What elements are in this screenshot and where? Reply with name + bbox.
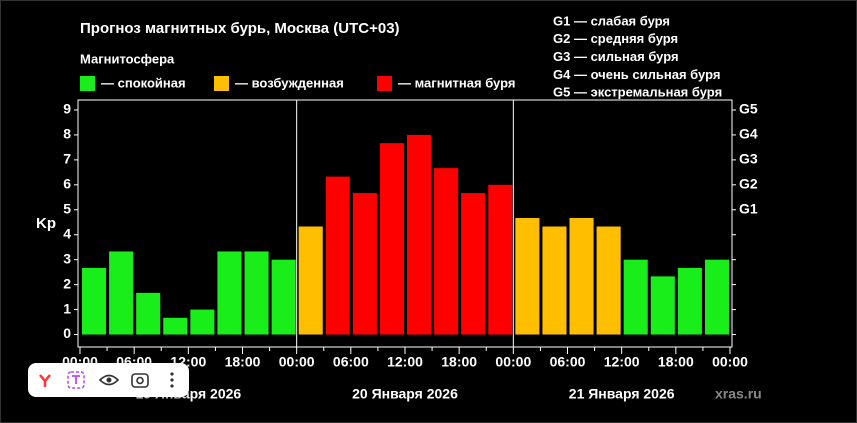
legend-swatch xyxy=(377,76,392,91)
bar xyxy=(596,226,621,335)
x-tick-label: 12:00 xyxy=(604,354,640,370)
legend-swatch xyxy=(80,76,95,91)
y-tick-label: 0 xyxy=(63,325,71,341)
y-tick-label: 9 xyxy=(63,101,71,117)
scale-legend-item: G4 — очень сильная буря xyxy=(553,67,720,82)
y-tick-label: 5 xyxy=(63,200,71,216)
y-tick-label: 7 xyxy=(63,151,71,167)
y2-tick-label: G5 xyxy=(739,101,758,117)
legend-swatch xyxy=(214,76,229,91)
bar xyxy=(650,276,675,335)
y-tick-label: 1 xyxy=(63,300,71,316)
bar xyxy=(677,267,702,335)
lens xyxy=(136,376,144,385)
y2-tick-label: G4 xyxy=(739,126,758,142)
bar xyxy=(407,134,432,335)
legend-label: — магнитная буря xyxy=(398,75,515,90)
eye-pupil xyxy=(106,377,112,383)
chart-title: Прогноз магнитных бурь, Москва (UTC+03) xyxy=(80,20,400,37)
bar xyxy=(461,193,486,335)
bar xyxy=(352,193,377,335)
y2-tick-label: G1 xyxy=(739,200,758,216)
y-tick-label: 8 xyxy=(63,126,71,142)
bar xyxy=(244,251,269,335)
menu-dot[interactable] xyxy=(170,384,174,388)
bar xyxy=(82,267,107,335)
x-tick-label: 06:00 xyxy=(550,354,586,370)
y-tick-label: 3 xyxy=(63,250,71,266)
y-axis-label: Kp xyxy=(36,215,56,232)
day-label: 20 Января 2026 xyxy=(352,386,458,402)
bar xyxy=(109,251,134,335)
x-tick-label: 00:00 xyxy=(495,354,531,370)
y2-tick-label: G3 xyxy=(739,151,758,167)
bar xyxy=(217,251,242,335)
x-tick-label: 18:00 xyxy=(225,354,261,370)
x-tick-label: 00:00 xyxy=(279,354,315,370)
y-tick-label: 6 xyxy=(63,176,71,192)
y-tick-label: 2 xyxy=(63,275,71,291)
x-tick-label: 00:00 xyxy=(712,354,748,370)
bar xyxy=(569,218,594,335)
toolbar-icons xyxy=(39,371,174,389)
bar xyxy=(136,292,161,335)
bar xyxy=(325,176,350,335)
x-tick-label: 18:00 xyxy=(441,354,477,370)
scale-legend-item: G1 — слабая буря xyxy=(553,13,670,28)
legend-label: — спокойная xyxy=(101,75,186,90)
legend-title: Магнитосфера xyxy=(80,51,175,66)
y-tick-label: 4 xyxy=(63,225,71,241)
translate-icon[interactable] xyxy=(67,371,85,389)
watermark: xras.ru xyxy=(715,386,762,402)
scale-legend-item: G3 — сильная буря xyxy=(553,49,679,64)
yandex-icon[interactable] xyxy=(39,374,51,387)
bar xyxy=(542,226,567,335)
y2-tick-label: G2 xyxy=(739,176,758,192)
bar xyxy=(379,143,404,335)
screenshot-icon[interactable] xyxy=(131,373,149,388)
legend-label: — возбужденная xyxy=(235,75,344,90)
toolbar xyxy=(28,363,189,397)
bar xyxy=(271,259,296,335)
x-tick-label: 18:00 xyxy=(658,354,694,370)
day-label: 21 Января 2026 xyxy=(569,386,675,402)
bar xyxy=(163,317,188,335)
x-tick-label: 12:00 xyxy=(387,354,423,370)
bar xyxy=(623,259,648,335)
bar xyxy=(190,309,215,335)
scale-legend-item: G5 — экстремальная буря xyxy=(553,85,722,100)
eye-icon[interactable] xyxy=(98,374,120,386)
menu-dot[interactable] xyxy=(170,372,174,376)
x-tick-label: 06:00 xyxy=(333,354,369,370)
bar xyxy=(515,218,540,335)
menu-dot[interactable] xyxy=(170,378,174,382)
bar xyxy=(704,259,729,335)
translate-glyph xyxy=(72,375,80,384)
bar xyxy=(488,184,513,335)
bar xyxy=(298,226,323,335)
scale-legend-item: G2 — средняя буря xyxy=(553,31,678,46)
bar xyxy=(434,168,459,335)
